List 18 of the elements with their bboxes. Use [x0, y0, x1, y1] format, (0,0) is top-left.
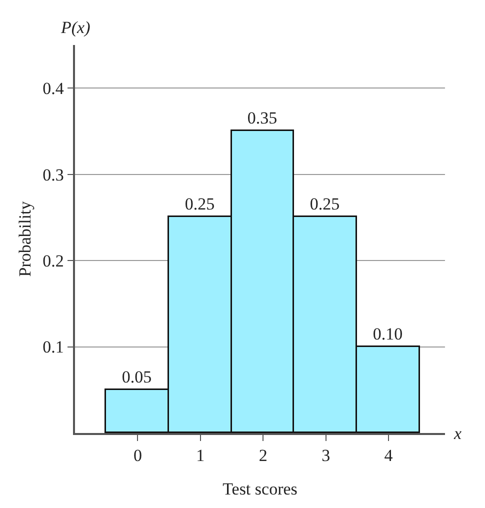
data-label: 0.35	[247, 108, 278, 128]
x-tick-label: 1	[196, 446, 205, 466]
y-tick-label: 0.4	[42, 79, 64, 98]
y-tick-label: 0.3	[42, 165, 64, 184]
data-label: 0.10	[372, 324, 403, 344]
x-tick-label: 3	[322, 446, 330, 466]
text: x	[453, 424, 462, 443]
y-axis-title: Probability	[16, 200, 34, 277]
x-tick-label: 0	[133, 446, 142, 466]
data-label: 0.25	[184, 194, 215, 214]
data-label: 0.25	[310, 194, 340, 214]
data-label: 0.05	[122, 367, 152, 386]
x-axis-title: Test scores	[222, 480, 298, 498]
y-tick-label: 0.2	[42, 252, 64, 271]
x-tick-label: 2	[258, 446, 268, 466]
text: P(x)	[60, 18, 91, 37]
y-tick-label: 0.1	[42, 338, 64, 357]
x-tick-label: 4	[384, 446, 394, 466]
